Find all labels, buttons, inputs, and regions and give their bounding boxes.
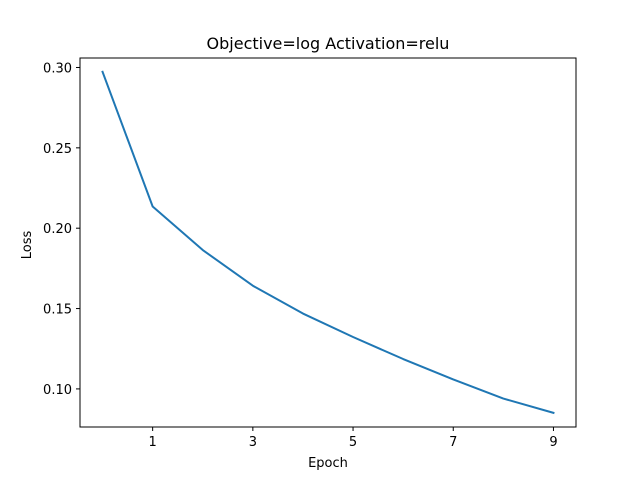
plot-area bbox=[101, 70, 555, 415]
y-tick-label: 0.30 bbox=[43, 61, 72, 76]
x-axis-label: Epoch bbox=[308, 456, 348, 471]
chart-title: Objective=log Activation=relu bbox=[207, 34, 450, 53]
x-tick-label: 3 bbox=[249, 435, 257, 450]
y-tick-label: 0.10 bbox=[43, 383, 72, 398]
x-tick-label: 7 bbox=[449, 435, 457, 450]
x-tick-label: 9 bbox=[549, 435, 557, 450]
y-tick-label: 0.15 bbox=[43, 303, 72, 318]
x-tick-label: 1 bbox=[149, 435, 157, 450]
axes: 1 3 5 7 9 0.10 0.15 0.20 0.25 0.30 bbox=[43, 57, 577, 450]
x-tick-label: 5 bbox=[349, 435, 357, 450]
series-line-0 bbox=[101, 70, 555, 415]
y-tick-label: 0.20 bbox=[43, 222, 72, 237]
y-axis-label: Loss bbox=[20, 231, 35, 260]
y-tick-label: 0.25 bbox=[43, 142, 72, 157]
axes-frame bbox=[79, 57, 577, 428]
